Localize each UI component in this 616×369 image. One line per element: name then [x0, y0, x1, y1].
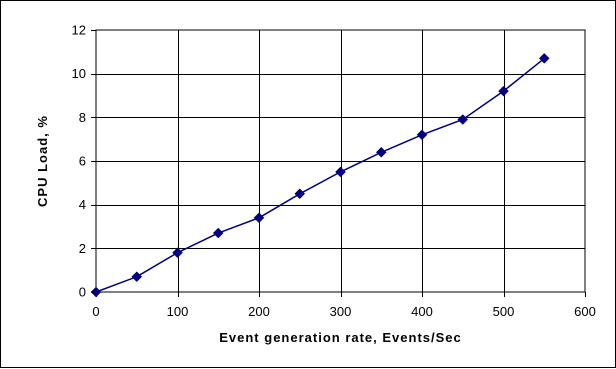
- y-tick-label: 4: [79, 197, 86, 212]
- data-point-marker: [538, 53, 550, 64]
- data-point-marker: [212, 227, 224, 239]
- data-point-marker: [253, 212, 265, 224]
- data-point-marker: [294, 188, 306, 200]
- y-tick-label: 10: [72, 66, 86, 81]
- data-point-marker: [498, 85, 509, 97]
- x-tick-label: 400: [411, 304, 433, 319]
- data-point-marker: [335, 166, 346, 178]
- x-tick-label: 600: [574, 304, 596, 319]
- data-point-marker: [172, 247, 183, 259]
- x-axis-title: Event generation rate, Events/Sec: [219, 330, 462, 345]
- tick-labels: 0 100 200 300 400 500 600 0 2 4 6 8 10 12: [72, 23, 596, 320]
- y-tick-label: 12: [72, 23, 86, 38]
- data-point-marker: [375, 146, 387, 158]
- y-axis-title: CPU Load, %: [35, 115, 50, 207]
- x-tick-label: 300: [330, 304, 352, 319]
- y-tick-label: 2: [79, 241, 86, 256]
- data-point-marker: [90, 286, 102, 298]
- x-tick-label: 0: [92, 304, 99, 319]
- y-tick-label: 8: [79, 110, 86, 125]
- series-line: [95, 57, 545, 293]
- data-series: [90, 53, 550, 298]
- data-point-marker: [457, 114, 469, 125]
- x-tick-label: 500: [493, 304, 515, 319]
- y-tick-label: 6: [79, 154, 86, 169]
- data-point-marker: [131, 271, 143, 283]
- y-tick-label: 0: [79, 285, 86, 300]
- x-tick-label: 200: [248, 304, 270, 319]
- data-point-marker: [416, 129, 428, 141]
- x-tick-label: 100: [167, 304, 189, 319]
